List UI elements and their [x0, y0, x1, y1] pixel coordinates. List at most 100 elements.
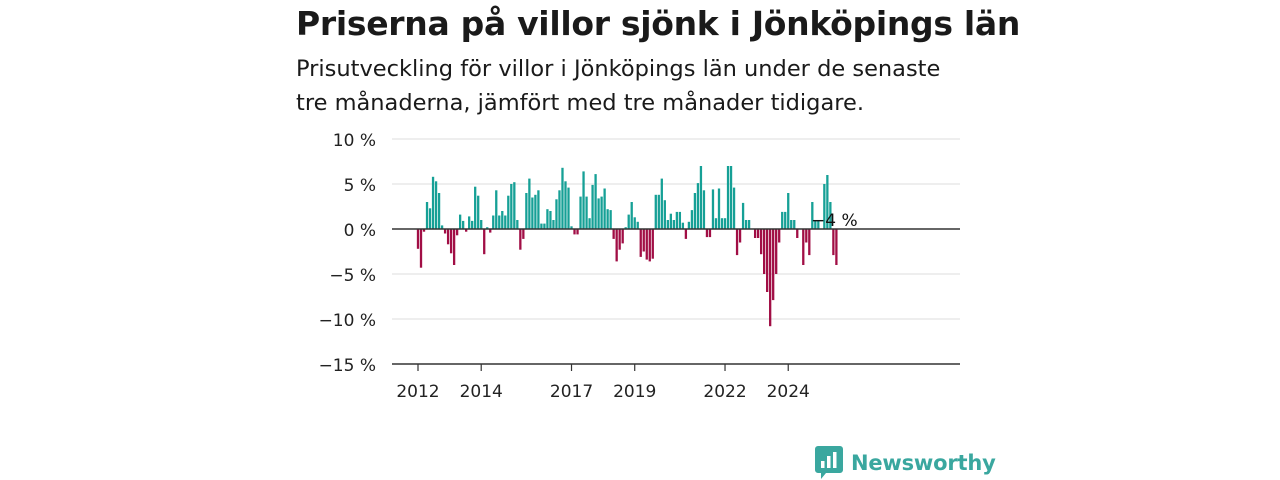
- bar: [766, 229, 769, 292]
- bar: [588, 218, 591, 229]
- y-tick-label: −5 %: [329, 266, 376, 286]
- bar: [582, 171, 585, 229]
- bar: [609, 210, 612, 229]
- latest-value-annotation: −4 %: [811, 211, 858, 231]
- bar: [678, 211, 682, 229]
- bar: [817, 220, 820, 229]
- bar: [702, 190, 706, 229]
- bar: [540, 223, 543, 229]
- bar: [796, 229, 799, 238]
- bar: [814, 220, 817, 229]
- bar: [708, 229, 712, 238]
- bar: [567, 187, 570, 229]
- bar: [621, 229, 624, 244]
- bar: [711, 189, 715, 229]
- bar: [675, 211, 679, 229]
- bar: [495, 190, 498, 229]
- x-tick-label: 2017: [550, 382, 593, 402]
- bar: [802, 229, 805, 265]
- bar: [570, 226, 573, 229]
- bar: [666, 220, 669, 229]
- bar: [805, 229, 808, 243]
- bar: [763, 229, 766, 274]
- y-tick-label: 5 %: [344, 176, 376, 196]
- bar: [600, 196, 603, 229]
- bar: [519, 229, 522, 250]
- bar: [829, 202, 832, 229]
- bar: [835, 229, 838, 265]
- bar: [781, 211, 784, 229]
- bar: [489, 229, 492, 233]
- bar: [443, 229, 447, 234]
- bar: [555, 199, 558, 229]
- bar: [498, 215, 501, 229]
- bar: [504, 215, 507, 229]
- bar: [756, 229, 760, 238]
- bar: [419, 229, 423, 268]
- bar: [537, 190, 540, 229]
- bar: [741, 202, 745, 229]
- bar: [422, 229, 426, 232]
- bar: [516, 220, 519, 229]
- bar: [729, 166, 733, 229]
- bar: [651, 229, 654, 259]
- bar: [699, 166, 703, 229]
- bar: [486, 227, 489, 229]
- bar: [657, 194, 660, 229]
- bar: [477, 195, 480, 229]
- bar: [480, 220, 483, 229]
- bar: [528, 178, 531, 229]
- bar: [811, 202, 814, 229]
- bar: [790, 220, 793, 229]
- bar: [585, 196, 588, 229]
- bar: [735, 229, 739, 256]
- y-tick-label: 0 %: [344, 221, 376, 241]
- bar: [615, 229, 618, 262]
- bar: [483, 229, 486, 255]
- bar: [654, 194, 657, 229]
- chart-title: Priserna på villor sjönk i Jönköpings lä…: [296, 4, 1021, 43]
- bar: [564, 181, 567, 229]
- bar: [437, 193, 441, 229]
- bar: [597, 198, 600, 229]
- bar: [549, 211, 552, 229]
- bar: [747, 220, 751, 229]
- bar: [753, 229, 757, 238]
- x-tick-label: 2014: [460, 382, 503, 402]
- bar: [663, 200, 666, 229]
- bar: [525, 193, 528, 229]
- bar: [738, 229, 742, 243]
- bar: [465, 229, 468, 232]
- bar: [513, 182, 516, 229]
- bar: [693, 193, 697, 229]
- bar: [832, 229, 835, 256]
- bar: [772, 229, 775, 301]
- bar: [645, 229, 648, 260]
- bar: [636, 221, 639, 229]
- bar: [624, 227, 627, 229]
- subtitle-line-1: Prisutveckling för villor i Jönköpings l…: [296, 56, 941, 82]
- bar: [618, 229, 621, 250]
- bar: [660, 178, 663, 229]
- bar: [627, 214, 630, 229]
- bar: [573, 229, 576, 235]
- bar: [522, 229, 525, 239]
- bar: [416, 229, 420, 249]
- bar: [681, 222, 685, 229]
- bar: [440, 225, 444, 229]
- newsworthy-logo: Newsworthy: [815, 446, 996, 480]
- bar: [606, 209, 609, 229]
- bar: [507, 195, 510, 229]
- bar: [462, 220, 465, 229]
- bar: [684, 229, 688, 239]
- bar: [717, 188, 721, 229]
- bar: [579, 196, 582, 229]
- bar: [546, 209, 549, 229]
- x-tick-label: 2012: [396, 382, 439, 402]
- bar: [732, 187, 736, 229]
- bar: [793, 220, 796, 229]
- bar: [501, 211, 504, 229]
- bar: [769, 229, 772, 327]
- bar: [787, 193, 790, 229]
- bar: [531, 197, 534, 229]
